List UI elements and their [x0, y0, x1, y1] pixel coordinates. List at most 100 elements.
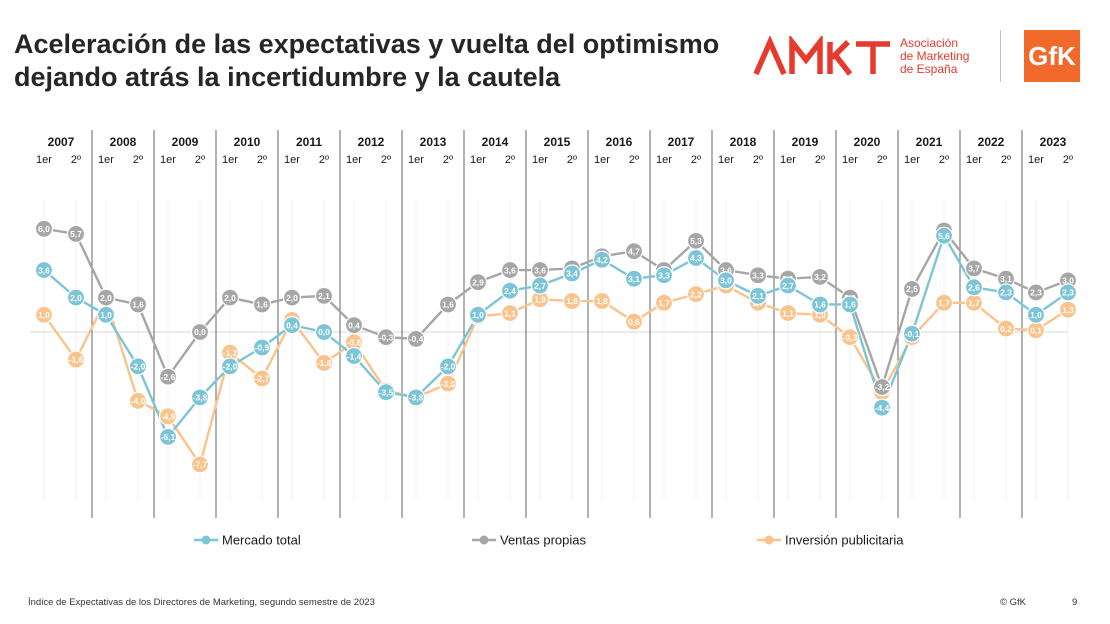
year-label: 2009: [172, 135, 199, 149]
semester-label: 1er: [470, 154, 486, 166]
series-line-ventas-propias: [43, 227, 1069, 389]
gfk-logo: GfK: [1024, 30, 1080, 82]
data-point-mercado-total: [872, 398, 892, 417]
data-point-inversion-publicitaria: [66, 350, 86, 369]
year-label: 2020: [854, 135, 881, 149]
data-point-mercado-total: [810, 295, 830, 314]
semester-label: 2º: [815, 154, 825, 166]
data-point-ventas-propias: [282, 288, 302, 307]
data-label-ventas-propias: 6,0: [38, 224, 50, 234]
data-label-ventas-propias: 2,1: [318, 291, 330, 301]
data-label-inversion-publicitaria: -4,9: [161, 411, 176, 421]
semester-label: 2º: [381, 154, 391, 166]
data-point-mercado-total: [624, 269, 644, 288]
semester-label: 1er: [36, 154, 52, 166]
title-line-1: Aceleración de las expectativas y vuelta…: [14, 29, 720, 59]
data-point-mercado-total: [996, 283, 1016, 302]
data-point-mercado-total: [282, 316, 302, 335]
data-label-mercado-total: -3,8: [409, 393, 424, 403]
data-point-mercado-total: [252, 338, 272, 357]
data-label-ventas-propias: 3,6: [534, 265, 546, 275]
year-label: 2023: [1040, 135, 1067, 149]
data-label-mercado-total: 1,0: [100, 310, 112, 320]
data-point-mercado-total: [314, 322, 334, 342]
data-point-inversion-publicitaria: [128, 391, 148, 410]
data-point-mercado-total: [562, 264, 582, 283]
data-label-ventas-propias: 1,6: [132, 300, 144, 310]
data-point-mercado-total: [748, 286, 768, 305]
data-point-inversion-publicitaria: [934, 293, 954, 312]
data-label-ventas-propias: 5,3: [690, 236, 702, 246]
data-point-inversion-publicitaria: [314, 353, 334, 373]
data-label-mercado-total: 2,3: [1000, 288, 1012, 298]
semester-label: 2º: [1001, 154, 1011, 166]
data-point-inversion-publicitaria: [592, 291, 612, 311]
semester-label: 1er: [532, 154, 548, 166]
year-label: 2018: [730, 135, 757, 149]
data-point-inversion-publicitaria: [34, 305, 54, 324]
semester-label: 1er: [1028, 154, 1044, 166]
data-point-mercado-total: [902, 324, 922, 343]
data-label-mercado-total: -2,0: [441, 362, 456, 372]
data-point-ventas-propias: [344, 316, 364, 335]
year-label: 2014: [482, 135, 509, 149]
semester-label: 1er: [98, 154, 114, 166]
data-label-mercado-total: 4,3: [690, 253, 702, 263]
logo-divider: [1000, 30, 1001, 82]
amkt-tagline-line: Asociación: [900, 36, 959, 50]
data-point-ventas-propias: [66, 224, 86, 244]
data-point-mercado-total: [654, 266, 674, 285]
data-point-mercado-total: [1026, 305, 1046, 324]
data-label-ventas-propias: 1,6: [256, 300, 268, 310]
year-label: 2021: [916, 135, 943, 149]
year-label: 2012: [358, 135, 385, 149]
data-label-ventas-propias: 2,5: [906, 284, 918, 294]
data-label-inversion-publicitaria: 0,6: [628, 317, 640, 327]
data-point-ventas-propias: [964, 259, 984, 278]
data-point-ventas-propias: [220, 288, 240, 307]
data-label-mercado-total: -0,1: [905, 329, 920, 339]
legend-label: Mercado total: [222, 533, 301, 548]
year-label: 2010: [234, 135, 261, 149]
semester-label: 1er: [222, 154, 238, 166]
semester-label: 2º: [195, 154, 205, 166]
year-label: 2008: [110, 135, 137, 149]
series-line-inversion-publicitaria: [43, 284, 1069, 466]
expectations-line-chart: 2007 1er 2º 2008 1er 2º 2009 1er 2º 2010 1er 2º 2011…: [30, 130, 1078, 548]
data-label-inversion-publicitaria: 1,0: [814, 310, 826, 320]
data-label-ventas-propias: 3,6: [504, 265, 516, 275]
data-label-ventas-propias: 3,6: [720, 265, 732, 275]
semester-label: 2º: [939, 154, 949, 166]
year-label: 2011: [296, 135, 322, 149]
data-label-ventas-propias: 2,3: [1030, 288, 1042, 298]
data-point-ventas-propias: [438, 295, 458, 314]
semester-label: 2º: [629, 154, 639, 166]
data-label-mercado-total: 0,4: [286, 320, 298, 330]
data-label-mercado-total: 4,2: [596, 255, 608, 265]
semester-label: 2º: [567, 154, 577, 166]
data-label-ventas-propias: -0,4: [409, 334, 424, 344]
page-number: 9: [1072, 597, 1078, 608]
data-label-mercado-total: 1,0: [472, 310, 484, 320]
semester-label: 1er: [594, 154, 610, 166]
data-label-inversion-publicitaria: 0,2: [1000, 324, 1012, 334]
data-label-inversion-publicitaria: -1,6: [69, 355, 84, 365]
amkt-logo: [753, 36, 890, 76]
data-point-inversion-publicitaria: [686, 285, 706, 304]
data-point-mercado-total: [406, 388, 426, 407]
series-line-mercado-total: [43, 234, 1069, 439]
legend-marker: [201, 535, 211, 545]
data-point-mercado-total: [344, 346, 364, 366]
year-label: 2022: [978, 135, 1005, 149]
data-label-inversion-publicitaria: 1,8: [566, 296, 578, 306]
data-label-ventas-propias: 2,0: [224, 293, 236, 303]
data-point-ventas-propias: [810, 267, 830, 287]
data-point-inversion-publicitaria: [500, 303, 520, 323]
data-point-mercado-total: [190, 388, 210, 407]
data-point-mercado-total: [1058, 283, 1078, 302]
data-point-mercado-total: [778, 276, 798, 295]
semester-label: 1er: [284, 154, 300, 166]
data-label-mercado-total: 3,1: [628, 274, 640, 284]
amkt-tagline-line: de España: [900, 62, 958, 76]
data-label-ventas-propias: 3,1: [1000, 274, 1012, 284]
